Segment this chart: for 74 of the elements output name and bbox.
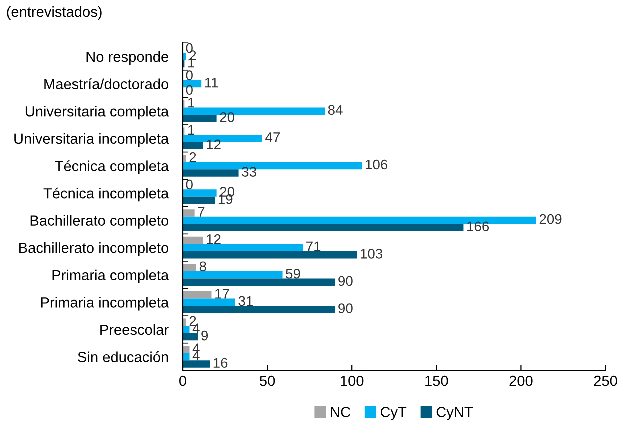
data-label: 0 xyxy=(186,180,193,190)
data-label: 7 xyxy=(198,207,205,217)
bar xyxy=(182,251,358,259)
bar xyxy=(182,346,190,354)
y-tick-label: Bachillerato completo xyxy=(30,215,168,229)
bar xyxy=(182,278,336,286)
data-label: 1 xyxy=(188,125,195,135)
data-label: 166 xyxy=(468,222,490,232)
data-label: 11 xyxy=(205,78,218,88)
bar xyxy=(182,114,217,122)
data-label: 8 xyxy=(200,262,206,272)
bar xyxy=(182,224,464,232)
data-label: 90 xyxy=(338,276,353,286)
y-tick-label: Universitaria incompleta xyxy=(14,133,170,147)
bar xyxy=(182,210,195,217)
data-label: 47 xyxy=(266,132,280,142)
text: (entrevistados) xyxy=(7,6,102,20)
bar xyxy=(182,155,186,162)
data-label: 2 xyxy=(190,152,196,162)
bar xyxy=(182,271,283,279)
y-tick-label: Maestría/doctorado xyxy=(44,78,168,90)
data-label: 84 xyxy=(328,105,343,116)
data-label: 12 xyxy=(207,140,221,150)
bar xyxy=(182,298,236,306)
bar xyxy=(182,353,190,361)
x-tick-label: 100 xyxy=(341,376,364,386)
data-label: 12 xyxy=(207,234,221,244)
data-label: 1 xyxy=(188,98,195,108)
data-label: 103 xyxy=(361,248,383,259)
data-label: 2 xyxy=(190,316,196,326)
data-label: 90 xyxy=(338,304,353,314)
x-tick-label: 0 xyxy=(180,376,186,386)
y-tick-label: Sin educación xyxy=(78,352,168,362)
bar xyxy=(182,292,212,299)
legend-label: CyNT xyxy=(436,407,474,420)
data-label: 209 xyxy=(540,214,562,224)
x-tick-label: 150 xyxy=(426,376,448,386)
bar xyxy=(182,196,216,204)
data-label: 17 xyxy=(216,289,230,299)
bar xyxy=(182,142,204,150)
x-tick-label: 250 xyxy=(594,376,618,386)
data-label: 16 xyxy=(214,358,228,368)
data-label: 20 xyxy=(220,112,234,122)
legend-label: CyT xyxy=(380,407,407,420)
data-label: 106 xyxy=(366,160,388,170)
data-label: 71 xyxy=(306,242,321,252)
bar xyxy=(182,244,304,252)
data-label: 4 xyxy=(192,324,200,334)
data-label: 59 xyxy=(286,269,300,279)
bar xyxy=(182,264,197,272)
y-tick-label: Preescolar xyxy=(100,324,169,336)
data-label: 31 xyxy=(238,296,253,306)
data-label: 0 xyxy=(186,70,193,80)
x-tick-label: 200 xyxy=(510,376,533,386)
bar xyxy=(182,53,186,60)
legend-label: NC xyxy=(331,407,350,418)
bar xyxy=(182,360,210,368)
bar xyxy=(182,236,204,244)
bar xyxy=(182,333,198,341)
y-tick-label: Universitaria completa xyxy=(26,106,170,120)
x-tick-label: 50 xyxy=(260,376,276,386)
y-tick-label: No responde xyxy=(86,51,168,66)
y-tick-label: Bachillerato incompleto xyxy=(20,242,168,256)
y-tick-label: Primaria incompleta xyxy=(41,297,170,311)
bar xyxy=(182,170,239,177)
y-tick-label: Primaria completa xyxy=(52,270,170,284)
y-tick-label: Técnica completa xyxy=(55,160,170,174)
data-label: 0 xyxy=(186,85,193,96)
data-label: 33 xyxy=(242,167,256,177)
data-label: 9 xyxy=(202,330,208,341)
bar xyxy=(182,326,190,334)
bar xyxy=(182,190,217,197)
bar xyxy=(182,306,336,314)
y-tick-label: Técnica incompleta xyxy=(44,188,170,202)
